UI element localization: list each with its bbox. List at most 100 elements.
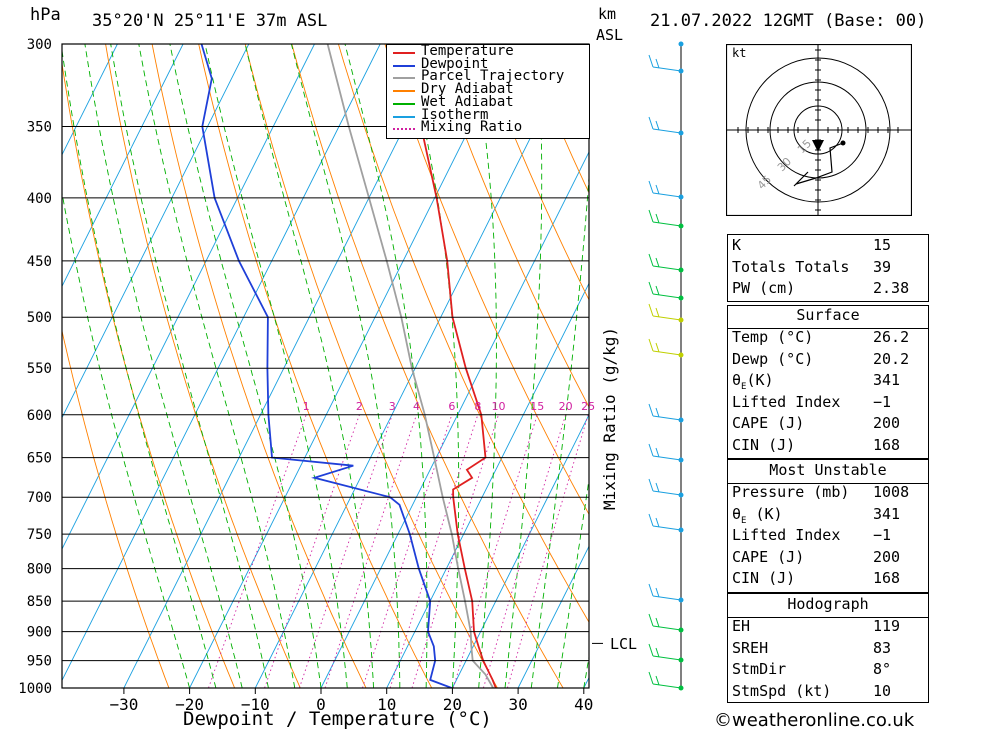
info-value: 10	[873, 681, 892, 700]
info-key: Pressure (mb)	[732, 483, 850, 501]
km-label: km	[598, 5, 617, 23]
legend-swatch	[393, 64, 415, 67]
plot-frame	[61, 43, 590, 689]
info-row: K 15	[732, 236, 924, 258]
wind-barb-shaft	[652, 128, 682, 134]
info-row: Pressure (mb) 1008	[732, 483, 924, 505]
datetime-label: 21.07.2022 12GMT (Base: 00)	[650, 11, 927, 31]
info-value: 200	[873, 547, 901, 566]
isotherm-line	[451, 413, 589, 688]
wind-barb-shaft	[652, 192, 682, 198]
info-key: SREH	[732, 638, 769, 657]
wet-adiabat-line	[62, 190, 191, 688]
isotherm-line	[123, 44, 447, 688]
mixing-ratio-label: 10	[492, 400, 506, 413]
info-value: 20.2	[873, 349, 910, 368]
pressure-tick-label: 550	[27, 361, 52, 377]
info-value: −1	[873, 392, 892, 411]
info-row: Lifted Index −1	[732, 526, 924, 548]
dry-adiabat-line	[477, 44, 589, 301]
info-row: CAPE (J) 200	[732, 414, 924, 436]
wind-barb-feather	[648, 671, 654, 685]
location-label: 35°20'N 25°11'E 37m ASL	[92, 11, 328, 31]
info-key: CAPE (J)	[732, 414, 805, 432]
box-separator	[728, 483, 928, 484]
legend: Temperature Dewpoint Parcel Trajectory Dry …	[386, 44, 590, 139]
info-key: EH	[732, 617, 751, 635]
info-value: 119	[873, 617, 901, 635]
wind-barb-feather	[655, 184, 660, 195]
wind-barb-feather	[655, 58, 660, 69]
info-key: Lifted Index	[732, 392, 841, 411]
wind-barb	[648, 443, 682, 461]
pressure-tick-label: 750	[27, 527, 52, 543]
isotherm-line	[62, 44, 381, 682]
mixing-ratio-line	[298, 414, 393, 688]
legend-label: Dewpoint	[421, 55, 489, 72]
legend-swatch	[393, 115, 415, 118]
wind-barb-feather	[655, 482, 660, 493]
wind-barb-shaft	[652, 625, 682, 631]
wet-adiabat-line	[204, 44, 348, 688]
indices-box: K 15 Totals Totals 39 PW (cm) 2.38	[727, 234, 929, 302]
legend-item: Dry Adiabat	[391, 82, 587, 97]
legend-item: Dewpoint	[391, 55, 587, 72]
hodograph-stats-title: Hodograph	[787, 595, 869, 613]
wind-barb-feather	[648, 643, 654, 657]
mixing-ratio-label: 20	[559, 400, 573, 413]
wind-marker	[678, 41, 684, 47]
wind-barb-feather	[648, 613, 654, 627]
info-value: 83	[873, 638, 892, 657]
wind-barb	[648, 281, 682, 299]
wet-adiabat-line	[405, 44, 460, 688]
info-value: 168	[873, 435, 901, 454]
wind-barb-shaft	[652, 415, 682, 421]
surface-box: Surface Temp (°C) 26.2 Dewp (°C) 20.2 θE(K) 3…	[727, 305, 929, 459]
info-key: θE(K)	[732, 371, 774, 392]
wind-barb-feather	[655, 447, 660, 458]
hodograph-stats-box: Hodograph EH 119 SREH 83 StmDir 8° StmSpd (kt)…	[727, 593, 929, 703]
wind-barb	[648, 613, 682, 631]
isotherm-line	[517, 545, 589, 688]
isotherm-line	[320, 150, 589, 688]
info-row: θE (K) 341	[732, 505, 924, 527]
x-tick-label: −30	[109, 695, 138, 714]
wind-barb-feather	[648, 403, 654, 417]
wind-barb-shaft	[652, 265, 682, 271]
pressure-axis-unit: hPa	[30, 5, 61, 25]
legend-swatch	[393, 52, 415, 54]
wind-barb-feather	[655, 120, 660, 131]
info-key: CIN (J)	[732, 569, 796, 587]
wind-barb	[648, 583, 682, 601]
wind-barb-feather	[648, 583, 654, 597]
lcl-label: LCL	[610, 635, 638, 653]
info-row: EH 119	[732, 617, 924, 639]
wind-barb	[648, 671, 682, 689]
info-row: CIN (J) 168	[732, 436, 924, 458]
wind-barb	[648, 403, 682, 421]
pressure-tick-label: 650	[27, 451, 52, 467]
wind-barb-feather	[655, 647, 660, 658]
wind-barb	[648, 513, 682, 531]
wet-adiabat-line	[62, 47, 217, 688]
box-separator	[728, 328, 928, 329]
info-value: 341	[873, 371, 901, 389]
info-key: Temp (°C)	[732, 328, 814, 346]
wind-barb-feather	[655, 257, 660, 268]
info-value: −1	[873, 526, 892, 544]
legend-label: Isotherm	[421, 106, 489, 123]
info-key: StmDir	[732, 660, 787, 678]
box-separator	[728, 617, 928, 618]
info-row: Totals Totals 39	[732, 258, 924, 280]
dry-adiabat-line	[384, 44, 589, 516]
dry-adiabat-line	[105, 44, 301, 688]
info-value: 8°	[873, 660, 892, 678]
info-value: 1008	[873, 483, 910, 501]
dry-adiabat-line	[151, 44, 367, 688]
info-key: θE (K)	[732, 504, 783, 526]
pressure-tick-label: 1000	[18, 681, 52, 697]
wind-barb-feather	[655, 617, 660, 628]
wind-barb-shaft	[652, 293, 682, 299]
wind-barb-shaft	[652, 683, 682, 689]
wind-barb	[648, 209, 682, 227]
